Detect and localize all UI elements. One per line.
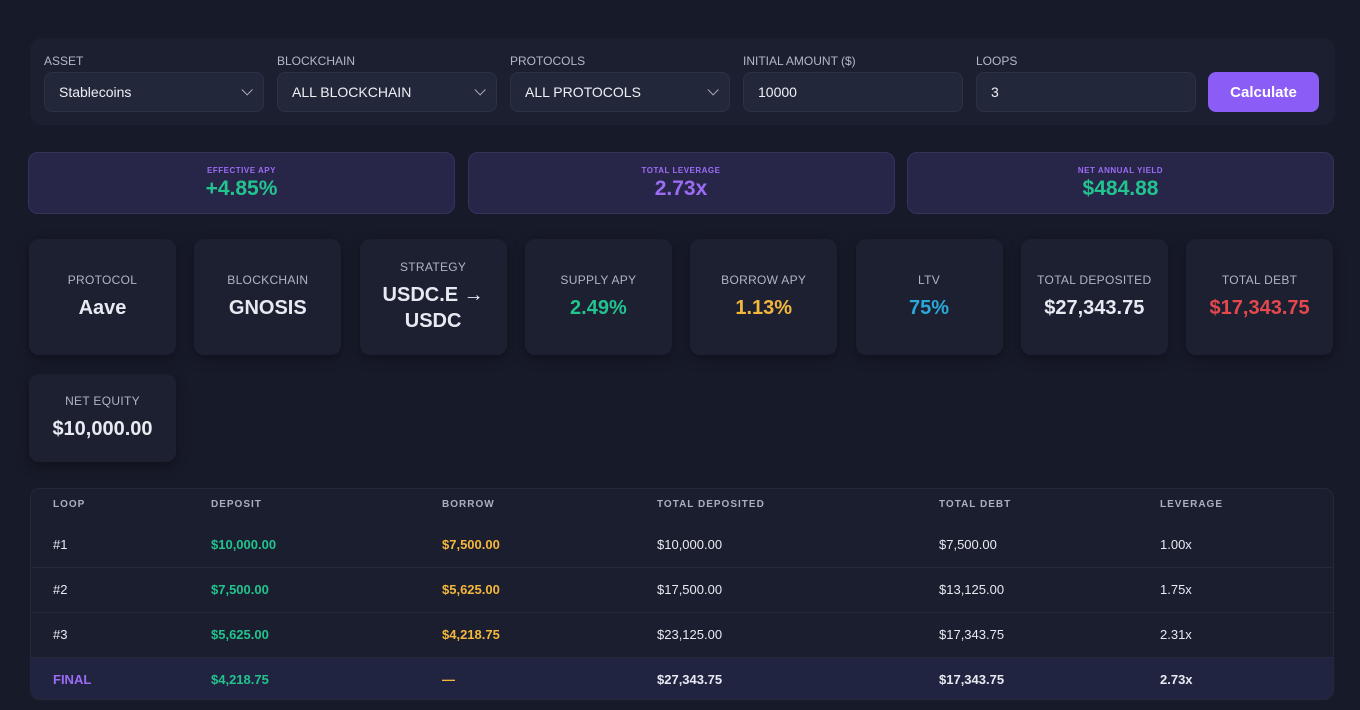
field-value: ALL PROTOCOLS xyxy=(525,84,641,100)
stat-value: 2.49% xyxy=(570,297,627,319)
stat-value: 75% xyxy=(908,297,950,319)
column-header: LEVERAGE xyxy=(1160,499,1224,510)
field-label: BLOCKCHAIN xyxy=(277,54,356,68)
summary-value: $484.88 xyxy=(1082,176,1159,200)
stat-label: LTV xyxy=(917,273,941,287)
column-header: TOTAL DEPOSITED xyxy=(657,499,765,510)
table-cell: $4,218.75 xyxy=(211,672,269,687)
table-cell: $7,500.00 xyxy=(939,537,997,552)
table-cell: 2.73x xyxy=(1160,672,1193,687)
table-cell: FINAL xyxy=(53,672,92,687)
table-cell: $17,500.00 xyxy=(657,582,723,597)
summary-card: TOTAL LEVERAGE 2.73x xyxy=(467,152,895,214)
text-input[interactable]: 3 xyxy=(976,72,1196,112)
text-input[interactable]: 10000 xyxy=(743,72,963,112)
stat-card: NET EQUITY $10,000.00 xyxy=(29,374,176,462)
summary-label: EFFECTIVE APY xyxy=(207,165,276,175)
table-cell: $17,343.75 xyxy=(939,627,1005,642)
table-row: #1 $10,000.00 $7,500.00 $10,000.00 $7,500.00… xyxy=(31,523,1333,568)
stat-card: BLOCKCHAIN GNOSIS xyxy=(194,239,342,355)
stat-label: STRATEGY xyxy=(400,260,467,274)
table-cell: $17,343.75 xyxy=(939,672,1005,687)
stat-label: BLOCKCHAIN xyxy=(227,273,309,287)
stat-label: TOTAL DEPOSITED xyxy=(1037,273,1152,287)
summary-value: 2.73x xyxy=(654,176,708,200)
table-cell: $10,000.00 xyxy=(657,537,723,552)
summary-card: EFFECTIVE APY +4.85% xyxy=(28,152,455,214)
stat-card: LTV 75% xyxy=(855,239,1003,355)
summary-card: NET ANNUAL YIELD $484.88 xyxy=(907,152,1334,214)
table-cell: 2.31x xyxy=(1160,627,1192,642)
chevron-icon xyxy=(707,84,719,96)
table-cell: $10,000.00 xyxy=(211,537,277,552)
stat-label: BORROW APY xyxy=(721,273,807,287)
stat-label: TOTAL DEBT xyxy=(1221,273,1298,287)
stat-card: TOTAL DEPOSITED $27,343.75 xyxy=(1020,239,1168,355)
select[interactable]: ALL BLOCKCHAIN xyxy=(277,72,497,112)
stat-value: $17,343.75 xyxy=(1209,297,1310,319)
table-cell: #3 xyxy=(53,627,68,642)
stat-card: STRATEGY USDC.E → USDC xyxy=(359,239,507,355)
field-value: Stablecoins xyxy=(59,84,132,100)
chevron-icon xyxy=(474,84,486,96)
stat-value: USDC.E → USDC xyxy=(382,284,484,332)
stat-label: SUPPLY APY xyxy=(560,273,637,287)
column-header: TOTAL DEBT xyxy=(939,499,1012,510)
field-label: ASSET xyxy=(44,54,84,68)
stat-label: NET EQUITY xyxy=(65,394,140,408)
table-cell: #1 xyxy=(53,537,68,552)
table-row: #3 $5,625.00 $4,218.75 $23,125.00 $17,343.75… xyxy=(31,613,1333,658)
summary-label: TOTAL LEVERAGE xyxy=(641,165,721,175)
field-label: PROTOCOLS xyxy=(510,54,586,68)
stat-label: PROTOCOL xyxy=(67,273,138,287)
stat-value: 1.13% xyxy=(735,297,793,319)
table-cell: $23,125.00 xyxy=(657,627,723,642)
column-header: LOOP xyxy=(53,499,86,510)
table-cell: — xyxy=(442,672,455,687)
stat-card: TOTAL DEBT $17,343.75 xyxy=(1186,239,1334,355)
field-value: 10000 xyxy=(758,84,797,100)
table-row: FINAL $4,218.75 — $27,343.75 $17,343.75 2.73x xyxy=(31,658,1333,699)
calculate-button[interactable]: Calculate xyxy=(1208,72,1319,112)
field-value: ALL BLOCKCHAIN xyxy=(292,84,412,100)
field-label: LOOPS xyxy=(976,54,1018,68)
loop-table: LOOP DEPOSIT BORROW TOTAL DEPOSITED TOTAL DE… xyxy=(30,488,1334,700)
table-cell: #2 xyxy=(53,582,68,597)
table-cell: 1.75x xyxy=(1160,582,1192,597)
stat-value: Aave xyxy=(78,297,127,319)
table-cell: $7,500.00 xyxy=(442,537,500,552)
table-cell: $4,218.75 xyxy=(442,627,500,642)
stat-value: $10,000.00 xyxy=(52,418,153,440)
stat-card: PROTOCOL Aave xyxy=(29,239,176,355)
table-row: #2 $7,500.00 $5,625.00 $17,500.00 $13,125.00… xyxy=(31,568,1333,613)
table-cell: $5,625.00 xyxy=(211,627,269,642)
stat-value: $27,343.75 xyxy=(1044,297,1145,319)
field-value: 3 xyxy=(991,84,999,100)
select[interactable]: Stablecoins xyxy=(44,72,264,112)
table-cell: 1.00x xyxy=(1160,537,1192,552)
table-cell: $5,625.00 xyxy=(442,582,500,597)
table-cell: $13,125.00 xyxy=(939,582,1005,597)
select[interactable]: ALL PROTOCOLS xyxy=(510,72,730,112)
summary-label: NET ANNUAL YIELD xyxy=(1077,165,1164,175)
summary-value: +4.85% xyxy=(205,176,278,200)
chevron-icon xyxy=(241,84,253,96)
stat-value: GNOSIS xyxy=(228,297,307,319)
field-label: INITIAL AMOUNT ($) xyxy=(743,54,856,68)
stat-card: SUPPLY APY 2.49% xyxy=(524,239,672,355)
stat-card: BORROW APY 1.13% xyxy=(690,239,838,355)
table-cell: $7,500.00 xyxy=(211,582,269,597)
column-header: BORROW xyxy=(442,499,495,510)
table-cell: $27,343.75 xyxy=(657,672,723,687)
column-header: DEPOSIT xyxy=(211,499,262,510)
